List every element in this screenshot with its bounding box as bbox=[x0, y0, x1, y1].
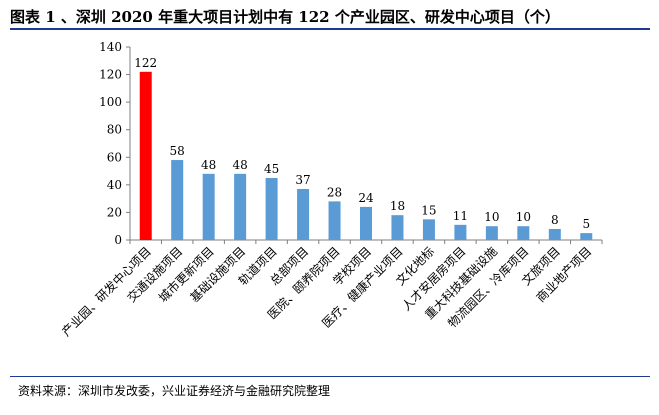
chart-bars bbox=[139, 71, 593, 240]
y-tick-label: 0 bbox=[114, 233, 122, 247]
bar bbox=[265, 177, 278, 240]
bar-value-label: 8 bbox=[551, 213, 559, 227]
bar bbox=[234, 173, 247, 240]
bar-value-label: 45 bbox=[264, 162, 279, 176]
bar bbox=[297, 188, 310, 240]
title-rule bbox=[10, 28, 650, 30]
source-note: 资料来源：深圳市发改委，兴业证券经济与金融研究院整理 bbox=[18, 384, 331, 398]
bar-value-label: 10 bbox=[516, 210, 531, 224]
bar-value-label: 15 bbox=[421, 203, 436, 217]
bar bbox=[139, 71, 152, 240]
bar-value-label: 18 bbox=[390, 199, 405, 213]
bar bbox=[202, 173, 215, 240]
bar-value-label: 11 bbox=[453, 209, 468, 223]
bar bbox=[360, 206, 372, 240]
y-tick-label: 40 bbox=[107, 178, 122, 192]
bar bbox=[485, 226, 498, 240]
bar bbox=[422, 219, 435, 240]
bar bbox=[171, 160, 184, 240]
bar-value-label: 58 bbox=[170, 144, 185, 158]
y-tick-label: 20 bbox=[107, 205, 122, 219]
bar bbox=[580, 233, 593, 240]
bar-value-label: 48 bbox=[232, 158, 247, 172]
bar bbox=[454, 224, 467, 240]
bar bbox=[391, 215, 404, 240]
y-tick-label: 80 bbox=[107, 123, 122, 137]
bar bbox=[548, 228, 561, 240]
bar-value-label: 37 bbox=[295, 173, 310, 187]
footer-rule bbox=[10, 376, 650, 377]
y-tick-label: 140 bbox=[99, 40, 122, 54]
bar-value-label: 122 bbox=[134, 56, 157, 70]
bar-value-label: 5 bbox=[582, 217, 590, 231]
y-tick-label: 100 bbox=[99, 95, 122, 109]
y-tick-label: 120 bbox=[99, 68, 122, 82]
bar bbox=[328, 201, 341, 240]
bar-value-label: 48 bbox=[201, 158, 216, 172]
chart-x-tick-labels: 产业园、研发中心项目交通设施项目城市更新项目基础设施项目轨道项目总部项目医院、颐… bbox=[58, 244, 594, 339]
bar-value-label: 10 bbox=[484, 210, 499, 224]
chart-data-labels: 122 58 48 48 45 37 28 24 18 15 11 10 10 8 5 bbox=[134, 56, 590, 231]
y-tick-label: 60 bbox=[107, 150, 122, 164]
bar-value-label: 24 bbox=[358, 191, 374, 205]
bar-value-label: 28 bbox=[327, 185, 342, 199]
figure-title: 图表 1 、深圳 2020 年重大项目计划中有 122 个产业园区、研发中心项目… bbox=[10, 8, 560, 26]
bar bbox=[517, 226, 530, 240]
